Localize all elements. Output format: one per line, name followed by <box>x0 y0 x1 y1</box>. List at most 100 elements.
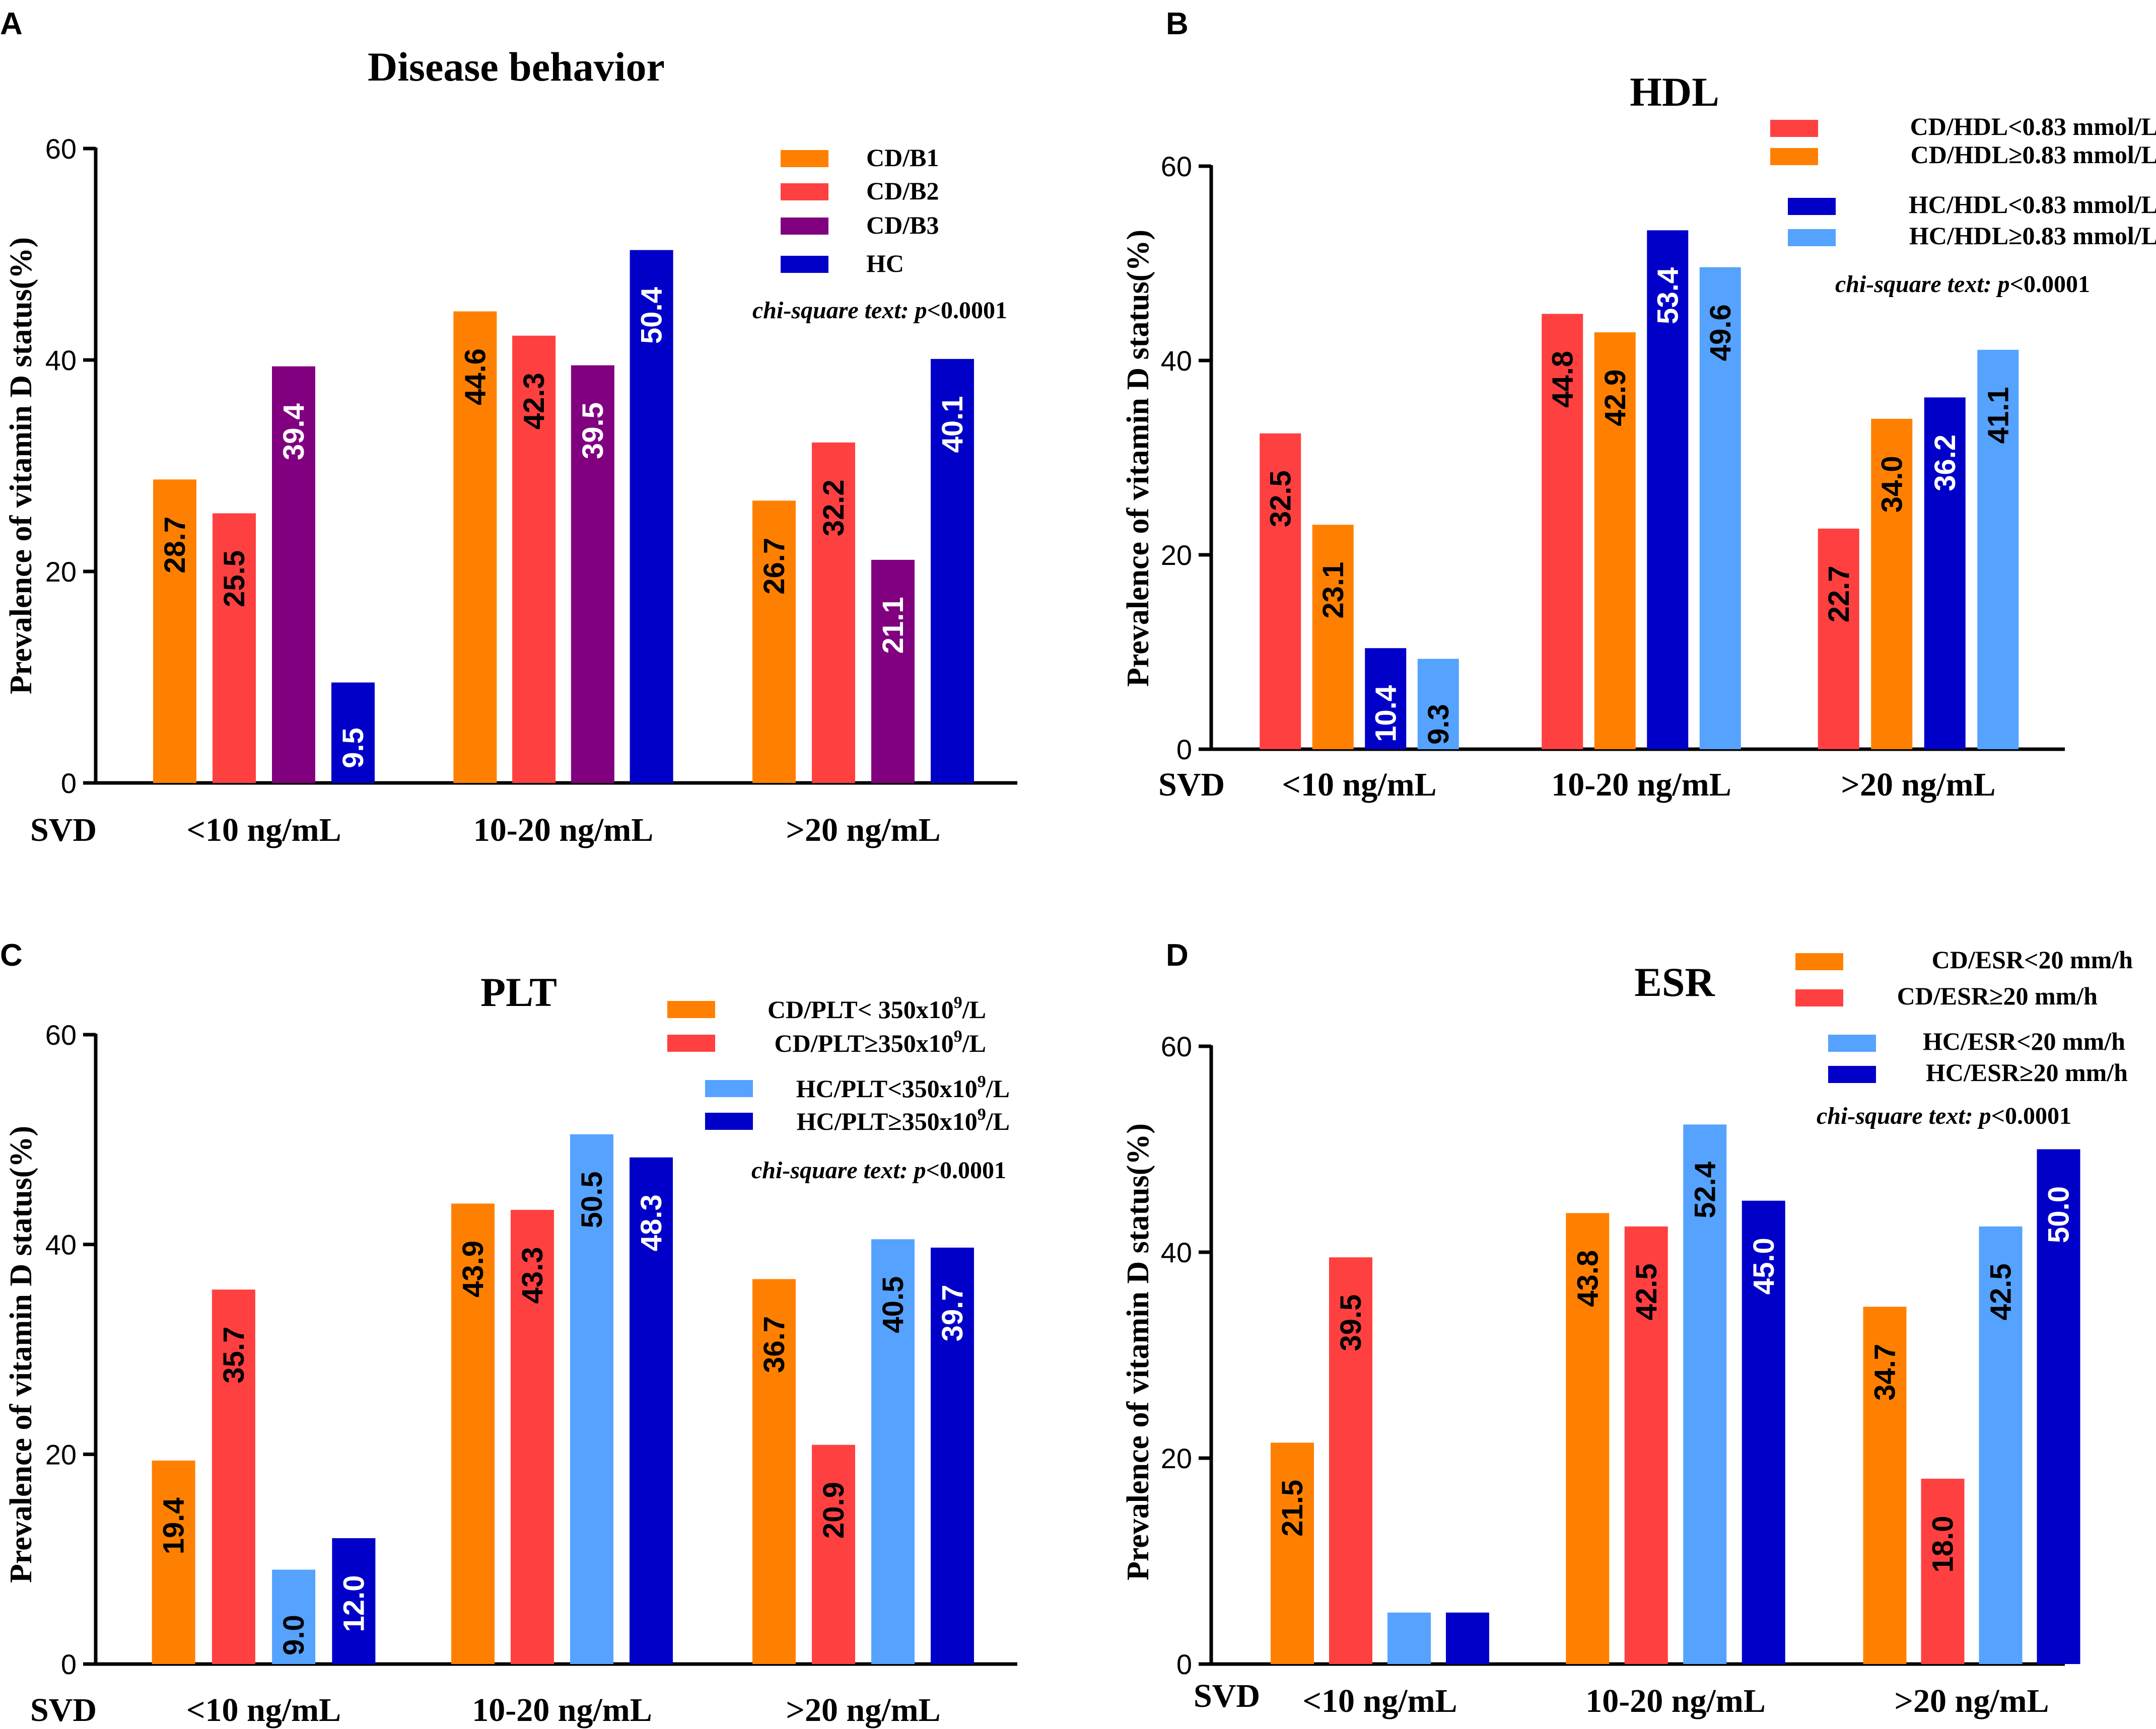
bar-d-s0-c0 <box>1271 1443 1314 1664</box>
bar-value-label: 9.0 <box>277 1615 310 1655</box>
bar-d-s3-c0 <box>1446 1612 1489 1664</box>
y-axis-label: Prevalence of vitamin D status(%) <box>4 1126 38 1583</box>
bar-value-label: 40.1 <box>936 396 969 453</box>
legend-label: HC/HDL<0.83 mmol/L <box>1909 190 2156 219</box>
bar-value-label: 12.0 <box>337 1575 370 1632</box>
bar-a-s2-c2 <box>871 559 915 783</box>
legend-swatch <box>1788 229 1836 246</box>
bar-value-label: 50.4 <box>636 287 668 344</box>
bar-d-s1-c0 <box>1329 1257 1372 1664</box>
legend-swatch <box>705 1113 753 1130</box>
bar-b-s3-c0 <box>1417 659 1459 749</box>
bar-b-s0-c0 <box>1260 433 1301 749</box>
bar-value-label: 39.7 <box>936 1284 969 1341</box>
bar-a-s1-c0 <box>213 513 256 783</box>
bar-value-label: 10.4 <box>1369 685 1402 742</box>
y-tick-label: 60 <box>1161 1031 1192 1062</box>
legend-item: CD/B3 <box>781 211 939 239</box>
y-tick-label: 60 <box>45 133 77 165</box>
bar-value-label: 44.8 <box>1546 351 1579 408</box>
legend-swatch <box>1795 953 1843 970</box>
legend-item: CD/B1 <box>781 143 939 172</box>
bar-c-s0-c2 <box>752 1279 796 1664</box>
bar-value-label: 32.5 <box>1264 470 1297 527</box>
bar-value-label: 39.4 <box>277 403 310 460</box>
bar-value-label: 50.5 <box>576 1171 608 1228</box>
x-axis-prefix: SVD <box>30 1692 97 1728</box>
bar-c-s3-c1 <box>630 1157 673 1664</box>
bar-value-label: 32.2 <box>817 479 850 536</box>
bar-value-label: 21.5 <box>1276 1480 1309 1537</box>
bar-value-label: 36.7 <box>758 1316 791 1373</box>
bar-value-label: 26.7 <box>758 538 791 595</box>
x-tick-label: <10 ng/mL <box>1282 766 1436 803</box>
bar-value-label: 18.0 <box>1927 1516 1960 1572</box>
legend-label: HC <box>866 249 904 277</box>
legend-item: CD/B2 <box>781 177 939 205</box>
bar-b-s2-c0 <box>1365 648 1407 749</box>
legend-swatch <box>781 218 828 235</box>
y-axis-label: Prevalence of vitamin D status(%) <box>4 237 38 694</box>
bar-a-s2-c0 <box>272 366 315 783</box>
legend-label: CD/HDL<0.83 mmol/L <box>1910 112 2156 140</box>
bar-a-s1-c2 <box>812 442 855 783</box>
bar-value-label: 19.4 <box>158 1497 190 1554</box>
bar-a-s3-c2 <box>931 358 974 783</box>
bar-b-s1-c2 <box>1871 418 1913 749</box>
bar-value-label: 41.1 <box>1982 387 2014 444</box>
bar-c-s0-c1 <box>451 1203 495 1664</box>
x-tick-label: >20 ng/mL <box>1841 766 1995 803</box>
panel-label: D <box>1166 938 1189 973</box>
legend-label: CD/PLT< 350x109/L <box>768 993 986 1024</box>
bar-c-s2-c1 <box>570 1134 613 1664</box>
bar-value-label: 22.7 <box>1823 565 1855 622</box>
legend-swatch <box>1795 989 1843 1006</box>
y-tick-label: 20 <box>1161 539 1192 571</box>
bar-value-label: 40.5 <box>877 1276 910 1333</box>
bar-value-label: 20.9 <box>817 1482 850 1539</box>
chart-title: HDL <box>1630 69 1719 115</box>
legend-item: HC/HDL≥0.83 mmol/L <box>1788 222 2156 250</box>
x-tick-label: >20 ng/mL <box>1894 1683 2049 1719</box>
bar-value-label: 43.3 <box>516 1247 549 1304</box>
legend-item: HC/HDL<0.83 mmol/L <box>1788 190 2156 219</box>
legend-label: CD/B1 <box>866 143 939 172</box>
bar-value-label: 43.9 <box>457 1241 490 1298</box>
bar-a-s2-c1 <box>571 365 614 783</box>
y-tick-label: 60 <box>45 1019 77 1051</box>
legend-item: CD/ESR<20 mm/h <box>1795 946 2133 974</box>
y-axis-label: Prevalence of vitamin D status(%) <box>1121 230 1155 687</box>
bar-value-label: 34.7 <box>1869 1344 1902 1401</box>
legend-item: HC <box>781 249 904 277</box>
bar-b-s3-c1 <box>1699 267 1741 749</box>
y-tick-label: 0 <box>61 1648 77 1680</box>
y-tick-label: 20 <box>1161 1443 1192 1474</box>
x-tick-label: 10-20 ng/mL <box>472 1692 652 1728</box>
chart-title: PLT <box>480 969 557 1015</box>
legend-swatch <box>781 150 828 167</box>
bar-value-label: 50.0 <box>2043 1186 2075 1243</box>
bar-b-s2-c2 <box>1924 397 1966 749</box>
legend-label: HC/HDL≥0.83 mmol/L <box>1909 222 2156 250</box>
bar-a-s1-c1 <box>512 335 556 783</box>
y-tick-label: 40 <box>1161 345 1192 377</box>
legend-item: CD/ESR≥20 mm/h <box>1795 982 2098 1010</box>
x-axis-prefix: SVD <box>30 812 97 848</box>
legend-swatch <box>781 256 828 273</box>
legend-item: CD/HDL<0.83 mmol/L <box>1770 112 2156 140</box>
bar-d-s3-c2 <box>2037 1149 2080 1664</box>
bar-value-label: 36.2 <box>1929 435 1962 491</box>
panel-a: A Disease behavior Prevalence of vitamin D… <box>0 7 1017 848</box>
panel-label: A <box>0 7 23 41</box>
bar-c-s1-c2 <box>812 1445 855 1664</box>
y-tick-label: 40 <box>45 344 77 376</box>
y-tick-label: 60 <box>1161 151 1192 182</box>
legend-swatch <box>1828 1066 1876 1083</box>
legend-label: CD/B3 <box>866 211 939 239</box>
x-tick-label: >20 ng/mL <box>786 812 940 848</box>
x-axis-prefix: SVD <box>1158 766 1225 803</box>
chart-title: ESR <box>1634 959 1715 1005</box>
bar-value-label: 52.4 <box>1689 1162 1721 1218</box>
legend-item: HC/PLT<350x109/L <box>705 1072 1010 1103</box>
legend-swatch <box>1828 1035 1876 1052</box>
